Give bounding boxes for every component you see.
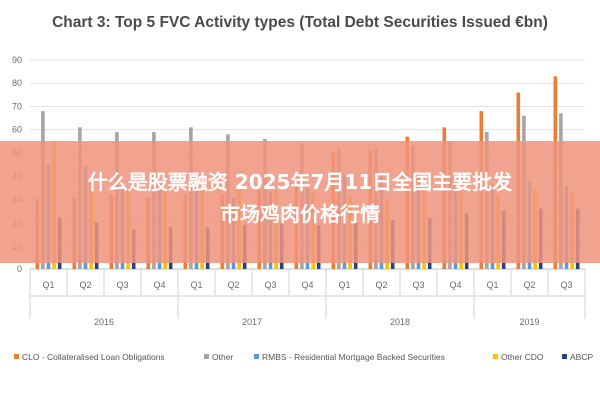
legend-swatch xyxy=(204,354,209,359)
x-tick-label: Q4 xyxy=(301,280,313,290)
legend-label: Other CDO xyxy=(501,352,544,362)
year-label: 2019 xyxy=(519,317,539,327)
legend-swatch xyxy=(14,354,19,359)
x-tick-label: Q4 xyxy=(449,280,461,290)
y-tick-label: 70 xyxy=(12,101,22,111)
x-tick-label: Q1 xyxy=(338,280,350,290)
legend-swatch xyxy=(493,354,498,359)
x-tick-label: Q4 xyxy=(153,280,165,290)
overlay-line-2: 市场鸡肉价格行情 xyxy=(220,202,380,226)
legend-swatch xyxy=(254,354,259,359)
x-tick-label: Q2 xyxy=(227,280,239,290)
x-tick-label: Q1 xyxy=(190,280,202,290)
legend-label: Other xyxy=(212,352,233,362)
y-tick-label: 80 xyxy=(12,78,22,88)
overlay-banner xyxy=(0,141,600,263)
y-tick-label: 90 xyxy=(12,55,22,65)
legend-label: ABCP xyxy=(570,352,593,362)
x-tick-label: Q1 xyxy=(486,280,498,290)
y-tick-label: 0 xyxy=(17,264,22,274)
chart-title: Chart 3: Top 5 FVC Activity types (Total… xyxy=(52,14,548,31)
x-tick-label: Q2 xyxy=(375,280,387,290)
overlay-text: 什么是股票融资 2025年7月11日全国主要批发 市场鸡肉价格行情 xyxy=(0,166,600,230)
legend-swatch xyxy=(562,354,567,359)
legend-label: RMBS - Residential Mortgage Backed Secur… xyxy=(262,352,445,362)
x-tick-label: Q3 xyxy=(264,280,276,290)
x-tick-label: Q1 xyxy=(42,280,54,290)
year-label: 2018 xyxy=(390,317,410,327)
x-tick-label: Q3 xyxy=(412,280,424,290)
legend-label: CLO - Collateralised Loan Obligations xyxy=(22,352,165,362)
x-tick-label: Q3 xyxy=(116,280,128,290)
overlay-line-1: 什么是股票融资 2025年7月11日全国主要批发 xyxy=(87,170,513,194)
x-tick-label: Q2 xyxy=(523,280,535,290)
year-label: 2016 xyxy=(94,317,114,327)
y-tick-label: 60 xyxy=(12,125,22,135)
x-tick-label: Q3 xyxy=(560,280,572,290)
year-label: 2017 xyxy=(242,317,262,327)
x-tick-label: Q2 xyxy=(79,280,91,290)
